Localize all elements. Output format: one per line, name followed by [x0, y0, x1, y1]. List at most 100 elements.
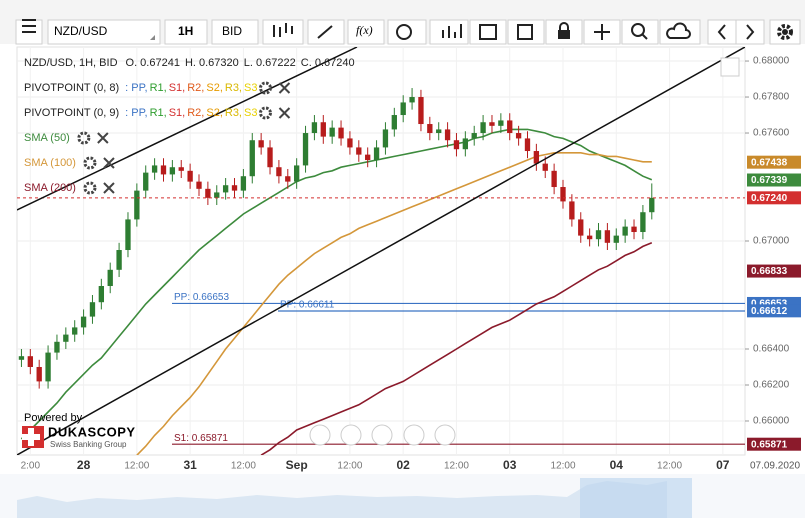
remove-icon[interactable]	[278, 107, 291, 119]
candle-body	[347, 138, 353, 148]
legend-ohlc: H. 0.67320	[185, 57, 239, 69]
function-button[interactable]: f(x)	[347, 19, 385, 45]
candle-body	[586, 235, 593, 240]
symbol-select[interactable]: NZD/USD	[47, 19, 161, 45]
candle-body	[125, 219, 131, 251]
price-badge-label: 0.65871	[751, 439, 788, 450]
settings-icon[interactable]	[258, 106, 272, 120]
reset[interactable]	[371, 424, 393, 446]
candle-body	[267, 147, 273, 168]
candle-body	[249, 140, 255, 177]
indicator-part: R1,	[150, 82, 167, 94]
zoom-in[interactable]	[403, 424, 425, 446]
candle-body	[222, 185, 229, 193]
candle-body	[365, 154, 371, 161]
indicator-part: S1,	[169, 107, 186, 119]
remove-icon[interactable]	[103, 182, 115, 194]
remove-icon[interactable]	[97, 132, 109, 144]
candle-body	[622, 226, 628, 236]
plot-frame	[16, 46, 746, 456]
candle-body	[116, 250, 122, 270]
remove-icon[interactable]	[103, 157, 115, 169]
candle-body	[27, 356, 33, 367]
candle-body	[578, 219, 584, 236]
candle-body	[569, 201, 575, 220]
legend-entry: SMA (100)	[24, 157, 76, 169]
zoom-out[interactable]	[340, 424, 362, 446]
settings-button[interactable]	[769, 19, 801, 45]
back-button[interactable]	[707, 19, 737, 45]
news-button[interactable]	[507, 19, 545, 45]
menu-button[interactable]	[15, 19, 43, 45]
settings-icon[interactable]	[77, 131, 91, 145]
settings-icon[interactable]	[83, 181, 97, 195]
cloud-button[interactable]	[659, 19, 701, 45]
price-badge	[747, 264, 801, 278]
level-label: S1: 0.65871	[174, 433, 228, 444]
candle-body	[196, 181, 202, 189]
lock-button[interactable]	[545, 19, 583, 45]
function-label: f(x)	[356, 23, 373, 37]
x-tick-label: 2:00	[21, 461, 41, 472]
candle-body	[338, 127, 344, 139]
x-tick-label: 02	[397, 458, 411, 472]
symbol: NZD/USD	[54, 24, 108, 38]
info-button[interactable]	[387, 19, 427, 45]
y-tick-label: 0.67800	[753, 92, 790, 103]
candle-body	[134, 190, 140, 220]
candle-body	[54, 341, 60, 353]
indicator-part: R3,	[225, 82, 242, 94]
indicators-button[interactable]	[429, 19, 469, 45]
price-type-select[interactable]: BID	[211, 19, 259, 45]
candle-body	[311, 122, 318, 134]
price-badge-label: 0.66612	[751, 306, 788, 317]
candle-body	[231, 185, 238, 191]
candle-body	[604, 230, 611, 243]
candle-body	[498, 120, 504, 126]
indicator-part: S2,	[206, 107, 223, 119]
candle-body	[178, 167, 184, 171]
chart-type-button[interactable]	[262, 19, 304, 45]
candle-body	[391, 115, 397, 130]
settings-icon[interactable]	[258, 81, 272, 95]
draw-button[interactable]	[307, 19, 345, 45]
price-badge-label: 0.66833	[751, 266, 788, 277]
powered-by: Powered by	[24, 412, 83, 424]
settings-icon[interactable]	[83, 156, 97, 170]
scroll-right[interactable]	[434, 424, 456, 446]
candle-body	[356, 147, 362, 155]
zoom-button[interactable]	[621, 19, 659, 45]
candle-body	[151, 165, 158, 173]
candle-body	[258, 140, 264, 148]
forward-button[interactable]	[735, 19, 765, 45]
candle-body	[631, 226, 637, 233]
calendar-button[interactable]	[469, 19, 507, 45]
candle-body	[542, 163, 548, 171]
indicator-name: PIVOTPOINT (0, 8)	[24, 82, 119, 94]
candle-body	[418, 97, 424, 125]
indicator-part: S3	[244, 82, 257, 94]
candle-body	[276, 167, 282, 177]
candle-body	[205, 188, 211, 198]
price-badge-label: 0.67240	[751, 193, 788, 204]
price-type: BID	[222, 24, 242, 38]
candle-body	[373, 147, 380, 161]
candle-body	[382, 129, 389, 148]
date-label: 07.09.2020	[750, 461, 800, 472]
scroll-left[interactable]	[309, 424, 331, 446]
plot-area: PP: 0.66653 PP: 0.66611 S1: 0.65871	[17, 47, 745, 455]
price-badge	[747, 155, 801, 169]
candle-body	[453, 140, 460, 150]
crosshair-button[interactable]	[583, 19, 621, 45]
indicator-part: R1,	[150, 107, 167, 119]
navigator-window[interactable]	[580, 478, 692, 518]
interval-select[interactable]: 1H	[164, 19, 208, 45]
x-tick-label: 28	[77, 458, 91, 472]
fullscreen-button[interactable]	[720, 57, 740, 77]
zoom-controls	[309, 424, 456, 446]
indicator-part: : PP,	[125, 107, 147, 119]
price-badge-label: 0.66653	[751, 299, 788, 310]
remove-icon[interactable]	[278, 82, 291, 94]
candle-body	[427, 124, 433, 134]
